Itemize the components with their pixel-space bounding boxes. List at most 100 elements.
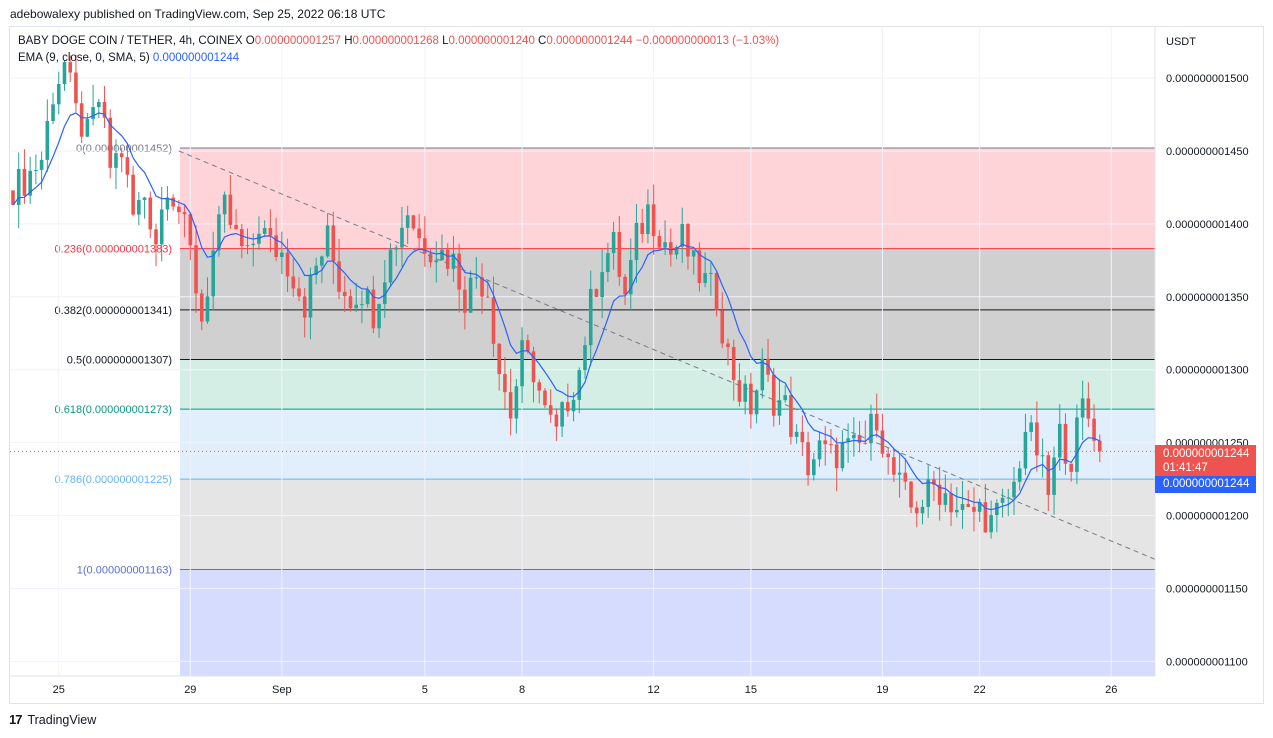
trendline[interactable] <box>10 150 1156 560</box>
candle-body <box>503 374 507 393</box>
chart-frame <box>9 26 1264 704</box>
tradingview-footer[interactable]: 17 TradingView <box>9 712 96 727</box>
candle-body <box>1035 422 1039 456</box>
candle-body <box>617 232 622 277</box>
candle-body <box>394 247 399 250</box>
candle-body <box>97 101 101 108</box>
candle-body <box>16 169 21 205</box>
candle-body <box>182 212 187 215</box>
candle-body <box>11 190 15 205</box>
bar-countdown: 01:41:47 <box>1163 462 1208 474</box>
candle-body <box>955 509 959 513</box>
candle-body <box>709 272 713 274</box>
candle-body <box>91 107 95 120</box>
time-axis[interactable]: 25 29 Sep 5 8 12 15 19 22 26 <box>10 675 1155 696</box>
candle-body <box>331 225 336 262</box>
candle-body <box>194 245 198 294</box>
candle-body <box>812 459 816 476</box>
price-tick-label: 0.000000001350 <box>1166 292 1249 304</box>
candle-body <box>817 440 822 460</box>
candle-body <box>537 382 542 391</box>
price-tick-label: 0.000000001200 <box>1166 511 1249 523</box>
time-tick-label: 22 <box>974 684 986 696</box>
candle-body <box>119 153 124 158</box>
candle-body <box>125 157 130 175</box>
candle-body <box>337 261 341 292</box>
candle-body <box>686 223 690 257</box>
fib-level-label: 0.236(0.000000001383) <box>55 244 172 256</box>
ema-line-layer <box>12 112 1101 511</box>
candle-body <box>280 252 284 257</box>
candle-body <box>148 197 153 230</box>
candle-body <box>457 253 461 290</box>
candle-body <box>56 84 61 105</box>
candle-body <box>177 206 181 213</box>
time-tick-label: 29 <box>184 684 196 696</box>
currency-label: USDT <box>1166 36 1196 48</box>
candle-body <box>714 272 719 311</box>
candle-body <box>566 402 570 412</box>
candle-body <box>308 274 313 318</box>
candle-body <box>257 233 261 244</box>
candle-body <box>451 253 456 269</box>
candle-body <box>463 289 467 313</box>
candle-body <box>497 343 501 375</box>
candle-body <box>789 395 793 437</box>
candle-body <box>554 414 559 427</box>
candle-body <box>989 515 993 533</box>
current-price-tag: 0.000000001244 01:41:47 <box>1155 445 1256 476</box>
candle-body <box>228 194 233 225</box>
candle-body <box>1046 455 1051 495</box>
ema-price-tag: 0.000000001244 <box>1155 476 1256 493</box>
fib-band-0 <box>180 148 1155 249</box>
candle-body <box>543 390 547 406</box>
symbol-title[interactable]: BABY DOGE COIN / TETHER, 4h, COINEX <box>18 35 243 47</box>
candle-body <box>823 440 828 445</box>
change-value: −0.000000000013 (−1.03%) <box>635 35 780 47</box>
candle-body <box>274 235 278 257</box>
candle-body <box>360 304 364 306</box>
candle-body <box>114 153 118 168</box>
candle-body <box>972 506 976 512</box>
candle-body <box>920 506 925 514</box>
candle-body <box>892 457 896 475</box>
price-axis[interactable]: USDT 0.000000001500 0.000000001450 0.000000… <box>1154 27 1249 676</box>
candle-body <box>251 243 256 246</box>
candle-body <box>1040 455 1045 457</box>
ema-label[interactable]: EMA (9, close, 0, SMA, 5) <box>18 52 150 64</box>
candle-body <box>531 351 536 383</box>
candle-body <box>640 222 644 235</box>
candle-body <box>411 215 416 229</box>
candle-body <box>1029 422 1033 432</box>
fibonacci-retracement[interactable]: 0(0.000000001452) 0.236(0.000000001383) 0.… <box>55 143 1155 676</box>
candle-body <box>697 250 702 284</box>
time-tick-label: 25 <box>53 684 65 696</box>
candle-body <box>62 62 67 85</box>
fib-band-0.382 <box>180 309 1155 360</box>
candle-body <box>508 392 513 419</box>
candle-body <box>977 502 982 512</box>
price-tick-label: 0.000000001100 <box>1166 656 1248 668</box>
candle-body <box>262 228 267 234</box>
candle-body <box>234 224 238 230</box>
candle-body <box>1063 423 1068 464</box>
candle-body <box>806 442 810 476</box>
candle-body <box>691 250 696 257</box>
candle-body <box>634 222 639 261</box>
candle-body <box>371 289 376 329</box>
candle-body <box>102 101 107 118</box>
candle-body <box>240 229 244 247</box>
candle-body <box>731 347 736 381</box>
candle-body <box>646 204 650 235</box>
candle-body <box>468 277 473 313</box>
candle-body <box>1000 497 1005 503</box>
candle-body <box>302 296 307 318</box>
candle-body <box>222 194 227 215</box>
candle-body <box>846 438 850 443</box>
candle-body <box>154 229 158 245</box>
candle-body <box>766 358 770 375</box>
candle-body <box>325 225 330 257</box>
publisher-line: adebowalexy published on TradingView.com… <box>10 7 386 21</box>
candle-body <box>320 256 324 266</box>
